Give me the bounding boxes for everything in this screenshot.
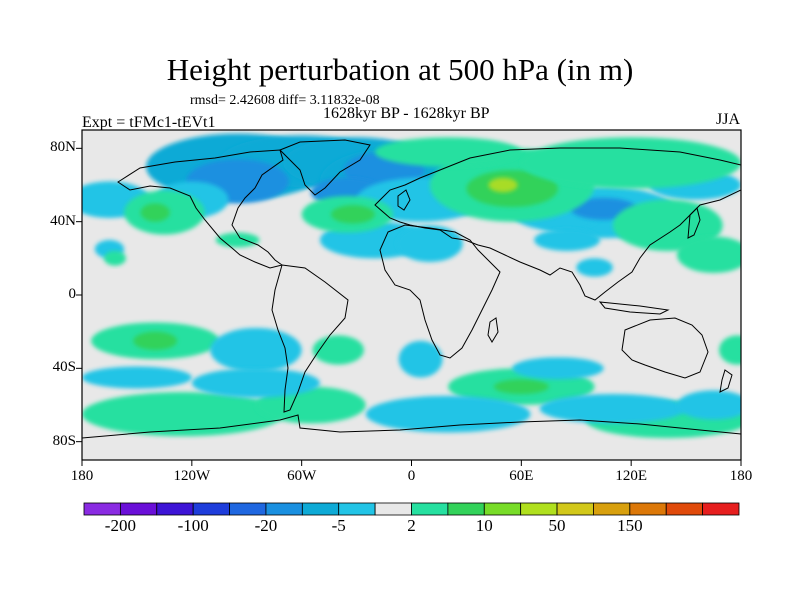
anomaly-region-cyan (512, 357, 604, 380)
anomaly-region-cyan (576, 258, 613, 277)
anomaly-region-cyan (210, 328, 302, 372)
colorbar-swatch (301, 502, 340, 516)
colorbar (83, 502, 740, 516)
colorbar-swatch (265, 502, 303, 516)
anomaly-region-yellowgreen (488, 177, 518, 193)
anomaly-region-lightgreen (493, 379, 549, 394)
colorbar-label: -20 (254, 516, 278, 535)
lat-label: 0 (68, 286, 77, 302)
lon-label: 120W (173, 468, 211, 484)
lat-label: 40N (50, 212, 76, 229)
colorbar-swatch (229, 502, 267, 516)
anomaly-region-green (612, 199, 723, 251)
colorbar-swatch (374, 502, 412, 516)
anomaly-region-green (312, 335, 364, 365)
time-period: 1628kyr BP - 1628kyr BP (323, 105, 490, 122)
colorbar-label: 50 (548, 516, 566, 535)
anomaly-region-green (103, 251, 126, 266)
colorbar-swatch (156, 502, 194, 516)
plot-title: Height perturbation at 500 hPa (in m) (166, 52, 634, 87)
coastlines (82, 139, 741, 439)
lat-label: 40S (52, 359, 76, 376)
colorbar-label: 150 (617, 516, 643, 535)
lon-label: 60E (509, 468, 534, 484)
colorbar-label: 10 (475, 516, 493, 535)
axis-ticks (76, 147, 742, 466)
anomaly-region-green (521, 137, 741, 189)
anomaly-region-lightgreen (133, 331, 178, 351)
anomaly-region-cyan (191, 368, 320, 398)
lon-label: 180 (70, 468, 94, 484)
anomaly-region-cyan (534, 229, 601, 251)
rmsd-stats: rmsd= 2.42608 diff= 3.11832e-08 (190, 93, 380, 108)
anomaly-region-cyan (365, 395, 531, 433)
colorbar-swatch (629, 502, 667, 516)
colorbar-swatch (119, 502, 158, 516)
anomaly-region-green (676, 236, 741, 273)
anomaly-region-cyan (396, 225, 463, 262)
colorbar-label: -100 (177, 516, 209, 535)
colorbar-swatch (83, 502, 121, 516)
lon-label: 0 (407, 468, 416, 484)
lon-label: 120E (615, 468, 647, 484)
colorbar-swatch (447, 502, 485, 516)
colorbar-swatch (556, 502, 594, 516)
lat-label: 80S (52, 432, 76, 449)
colorbar-swatch (665, 502, 704, 516)
anomaly-region-green (374, 137, 522, 167)
anomaly-region-cyan (539, 394, 687, 424)
colorbar-label: -200 (104, 516, 136, 535)
colorbar-swatch (411, 502, 449, 516)
colorbar-swatch (520, 502, 558, 516)
colorbar-swatch (192, 502, 230, 516)
colorbar-swatch (702, 502, 740, 516)
anomaly-region-cyan (398, 340, 443, 378)
colorbar-swatch (593, 502, 631, 516)
anomaly-region-green (719, 335, 741, 365)
lon-label: 60W (287, 468, 317, 484)
anomaly-region-lightgreen (140, 203, 170, 222)
anomaly-region-green (82, 392, 284, 437)
colorbar-label: -5 (331, 516, 346, 535)
lon-label: 180 (729, 468, 753, 484)
anomaly-region-lightgreen (330, 205, 375, 224)
colorbar-swatch (338, 502, 376, 516)
season-label: JJA (716, 111, 741, 128)
experiment-label: Expt = tFMc1-tEVt1 (82, 114, 216, 131)
colorbar-label: 2 (407, 516, 416, 535)
anomaly-region-cyan (676, 390, 741, 420)
lat-label: 80N (50, 139, 76, 156)
anomaly-region-cyan (82, 366, 192, 389)
colorbar-swatch (483, 502, 522, 516)
